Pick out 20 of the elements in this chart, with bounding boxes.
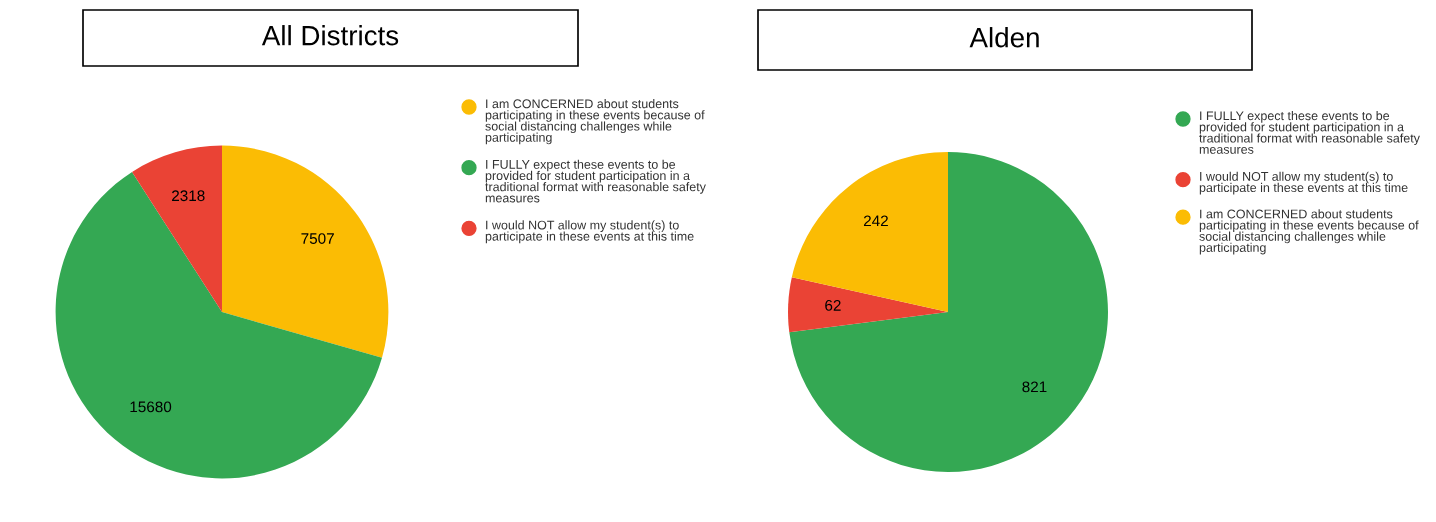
pie-slice xyxy=(789,152,1108,472)
legend-label: I would NOT allow my student(s) to participate in these events at this time xyxy=(485,220,694,244)
legend-label: I am CONCERNED about students participating in these events because of social distancing challenges while participating xyxy=(1199,209,1419,255)
data-label: 62 xyxy=(825,299,841,311)
data-label: 15680 xyxy=(130,401,172,413)
data-label: 242 xyxy=(863,215,888,227)
data-label: 2318 xyxy=(172,190,205,202)
legend-label: I FULLY expect these events to be provided for student participation in a traditional format with reasonable safety measures xyxy=(485,159,706,203)
data-label: 821 xyxy=(1022,381,1047,393)
pie-slice xyxy=(222,145,389,358)
chart-title: Alden xyxy=(969,27,1039,48)
data-label: 7507 xyxy=(301,233,334,244)
pie-slice xyxy=(791,152,948,312)
legend-label: I FULLY expect these events to be provided for student participation in a traditional format with reasonable safety measures xyxy=(1199,111,1420,154)
legend-label: I am CONCERNED about students participating in these events because of social distancing challenges while participating xyxy=(485,99,705,145)
chart-title: All Districts xyxy=(261,25,399,46)
pie-slice xyxy=(788,277,948,333)
legend-label: I would NOT allow my student(s) to participate in these events at this time xyxy=(1199,171,1408,195)
pie-slice xyxy=(55,172,382,479)
pie-slice xyxy=(132,145,222,312)
